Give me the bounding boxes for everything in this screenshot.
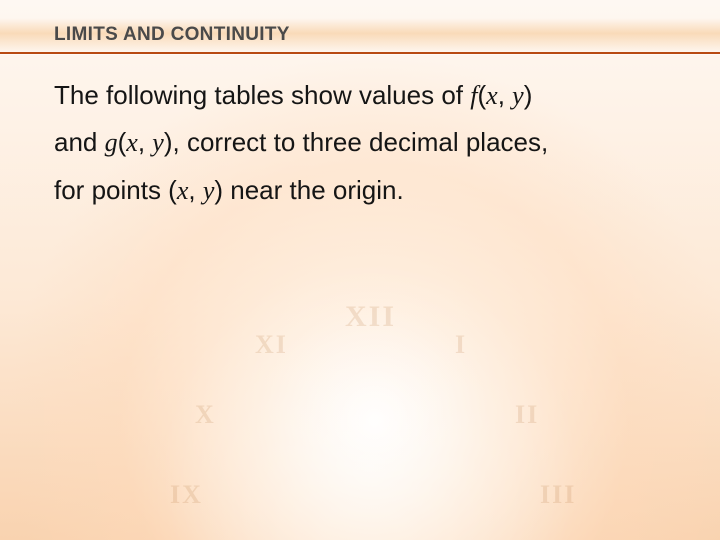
line2-pre: and xyxy=(54,127,105,157)
roman-ix: IX xyxy=(170,480,203,510)
var-x-1: x xyxy=(486,81,498,110)
roman-x: X xyxy=(195,400,216,430)
section-title: LIMITS AND CONTINUITY xyxy=(54,24,290,46)
line3-post: ) near the origin. xyxy=(214,175,403,205)
roman-iii: III xyxy=(540,480,576,510)
body-line-1: The following tables show values of f(x,… xyxy=(54,72,680,119)
comma-1: , xyxy=(498,80,512,110)
var-y-3: y xyxy=(203,176,215,205)
body-line-3: for points (x, y) near the origin. xyxy=(54,167,680,214)
paren-open-1: ( xyxy=(477,80,486,110)
paren-close-1: ) xyxy=(524,80,533,110)
line2-post: , correct to three decimal places, xyxy=(173,127,549,157)
paren-close-2: ) xyxy=(164,127,173,157)
clockface-glow xyxy=(160,260,580,540)
line1-pre: The following tables show values of xyxy=(54,80,470,110)
paren-open-2: ( xyxy=(118,127,127,157)
roman-xi: XI xyxy=(255,330,288,360)
body-line-2: and g(x, y), correct to three decimal pl… xyxy=(54,119,680,166)
header-underline xyxy=(0,52,720,54)
var-y-1: y xyxy=(512,81,524,110)
body-text: The following tables show values of f(x,… xyxy=(54,72,680,214)
roman-xii: XII xyxy=(345,300,396,334)
slide: XII XI I X II IX III LIMITS AND CONTINUI… xyxy=(0,0,720,540)
var-x-2: x xyxy=(126,128,138,157)
var-x-3: x xyxy=(177,176,189,205)
roman-ii: II xyxy=(515,400,539,430)
roman-i: I xyxy=(455,330,467,360)
var-y-2: y xyxy=(152,128,164,157)
fn-g: g xyxy=(105,128,118,157)
line3-pre: for points ( xyxy=(54,175,177,205)
comma-2: , xyxy=(138,127,152,157)
comma-3: , xyxy=(188,175,202,205)
